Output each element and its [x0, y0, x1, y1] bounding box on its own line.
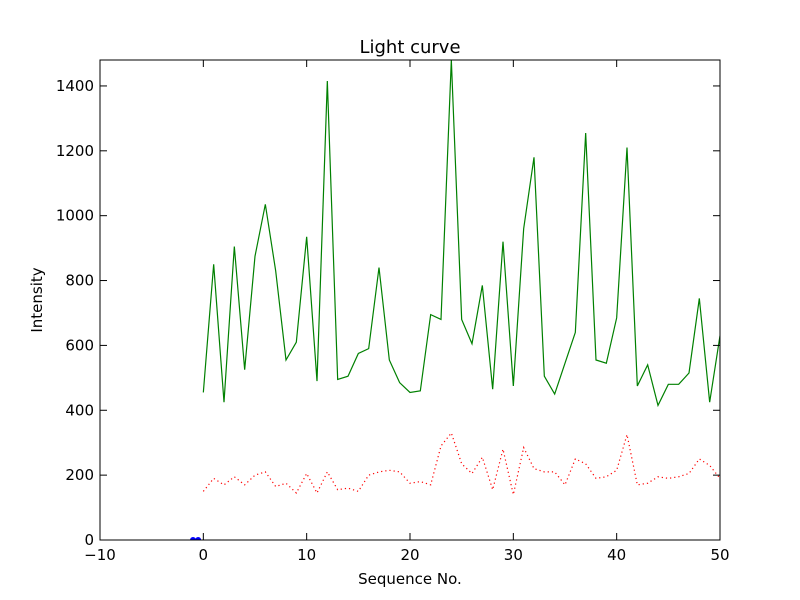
y-axis-title: Intensity — [28, 267, 46, 332]
x-tick-label: 30 — [504, 546, 523, 564]
x-tick-label: 10 — [297, 546, 316, 564]
y-tick-label: 600 — [65, 336, 94, 354]
x-tick-label: 50 — [710, 546, 729, 564]
x-tick-label: 40 — [607, 546, 626, 564]
series-3-point — [190, 537, 196, 540]
x-tick-label: 20 — [400, 546, 419, 564]
series-layer — [190, 60, 720, 540]
y-tick-label: 1200 — [56, 142, 94, 160]
y-tick-label: 200 — [65, 466, 94, 484]
y-axis-ticks: 0 200 400 600 800 1000 1200 1400 — [56, 77, 720, 549]
x-tick-label: −10 — [84, 546, 116, 564]
series-3-point — [195, 537, 202, 540]
y-tick-label: 400 — [65, 401, 94, 419]
chart-title: Light curve — [359, 37, 460, 58]
y-tick-label: 0 — [84, 531, 94, 549]
series-1-line — [202, 60, 720, 408]
x-axis-title: Sequence No. — [358, 570, 462, 588]
y-tick-label: 800 — [65, 272, 94, 290]
series-2-line — [202, 431, 720, 495]
y-tick-label: 1400 — [56, 77, 94, 95]
y-tick-label: 1000 — [56, 207, 94, 225]
x-axis-ticks: −10 0 10 20 30 40 50 — [84, 60, 730, 564]
x-tick-label: 0 — [199, 546, 209, 564]
